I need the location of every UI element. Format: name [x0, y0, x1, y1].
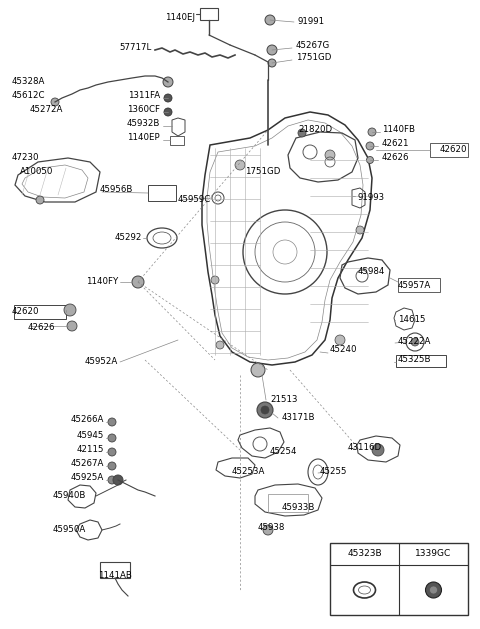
Text: 45950A: 45950A [53, 525, 86, 535]
Text: 1140EP: 1140EP [127, 133, 160, 143]
Circle shape [335, 335, 345, 345]
Circle shape [211, 276, 219, 284]
Circle shape [108, 448, 116, 456]
Circle shape [252, 364, 264, 376]
Circle shape [255, 367, 261, 373]
Circle shape [164, 94, 172, 102]
Circle shape [163, 77, 173, 87]
Text: 42620: 42620 [440, 145, 468, 155]
Text: 42626: 42626 [28, 323, 56, 333]
Text: 45255: 45255 [320, 467, 348, 477]
Text: 14615: 14615 [398, 316, 425, 325]
Text: 45957A: 45957A [398, 282, 431, 291]
Circle shape [251, 363, 265, 377]
Text: 1360CF: 1360CF [127, 106, 160, 114]
Circle shape [367, 157, 373, 164]
Bar [14, 305, 66, 319]
Text: 21513: 21513 [270, 396, 298, 404]
Text: 45945: 45945 [77, 431, 104, 440]
Circle shape [257, 402, 273, 418]
Circle shape [108, 476, 116, 484]
Text: 1311FA: 1311FA [128, 91, 160, 101]
Text: 45222A: 45222A [398, 338, 432, 347]
Circle shape [132, 276, 144, 288]
Text: 42621: 42621 [382, 140, 409, 148]
Circle shape [108, 418, 116, 426]
Bar [100, 562, 130, 578]
Text: 45933B: 45933B [282, 503, 315, 513]
Bar [398, 278, 440, 292]
Circle shape [64, 304, 76, 316]
Text: 45984: 45984 [358, 267, 385, 277]
Text: 45925A: 45925A [71, 474, 104, 482]
Text: 21820D: 21820D [298, 126, 332, 135]
Text: 45328A: 45328A [12, 77, 46, 87]
Bar [200, 8, 218, 20]
Text: 45272A: 45272A [30, 106, 63, 114]
Circle shape [366, 142, 374, 150]
Circle shape [411, 338, 419, 346]
Text: 45325B: 45325B [398, 355, 432, 364]
Text: 45292: 45292 [115, 233, 142, 243]
Circle shape [425, 582, 442, 598]
Circle shape [268, 59, 276, 67]
Text: 91993: 91993 [358, 194, 385, 203]
Text: 42115: 42115 [76, 445, 104, 455]
Text: 1751GD: 1751GD [245, 167, 280, 177]
Text: 45956B: 45956B [100, 186, 133, 194]
Text: 45323B: 45323B [347, 550, 382, 559]
Circle shape [113, 475, 123, 485]
Bar [430, 143, 468, 157]
Circle shape [430, 586, 437, 594]
Text: 42620: 42620 [12, 308, 39, 316]
Text: 45940B: 45940B [53, 491, 86, 501]
Circle shape [356, 226, 364, 234]
Circle shape [265, 15, 275, 25]
Text: 43116D: 43116D [348, 443, 382, 452]
Text: 1339GC: 1339GC [415, 550, 452, 559]
Text: 45266A: 45266A [71, 416, 104, 425]
Text: 42626: 42626 [382, 153, 409, 162]
Circle shape [267, 45, 277, 55]
Text: 45240: 45240 [330, 345, 358, 355]
Circle shape [298, 129, 306, 137]
Text: 45267G: 45267G [296, 42, 330, 50]
Text: 45932B: 45932B [127, 120, 160, 128]
Circle shape [36, 196, 44, 204]
Circle shape [235, 160, 245, 170]
Circle shape [325, 150, 335, 160]
Circle shape [108, 462, 116, 470]
Text: 1751GD: 1751GD [296, 53, 331, 62]
Text: 45267A: 45267A [71, 460, 104, 469]
Bar [268, 494, 308, 512]
Bar [170, 136, 184, 145]
Text: 45253A: 45253A [232, 467, 265, 477]
Bar [396, 355, 446, 367]
Bar [330, 543, 468, 615]
Circle shape [164, 108, 172, 116]
Text: 1140FY: 1140FY [86, 277, 118, 286]
Text: 45959C: 45959C [178, 196, 211, 204]
Circle shape [67, 321, 77, 331]
Text: 45938: 45938 [258, 523, 286, 533]
Circle shape [263, 525, 273, 535]
Circle shape [261, 406, 269, 414]
Text: 47230: 47230 [12, 153, 39, 162]
Bar [148, 185, 176, 201]
Text: 1141AB: 1141AB [98, 572, 132, 581]
Text: 1140FB: 1140FB [382, 126, 415, 135]
Circle shape [372, 444, 384, 456]
Circle shape [368, 128, 376, 136]
Text: 1140EJ: 1140EJ [165, 13, 195, 23]
Text: 57717L: 57717L [120, 43, 152, 52]
Text: 43171B: 43171B [282, 413, 315, 423]
Text: 45612C: 45612C [12, 91, 46, 101]
Circle shape [216, 341, 224, 349]
Text: 45254: 45254 [270, 447, 298, 457]
Circle shape [108, 434, 116, 442]
Text: A10050: A10050 [20, 167, 53, 177]
Text: 91991: 91991 [298, 18, 325, 26]
Circle shape [51, 98, 59, 106]
Text: 45952A: 45952A [85, 357, 118, 367]
